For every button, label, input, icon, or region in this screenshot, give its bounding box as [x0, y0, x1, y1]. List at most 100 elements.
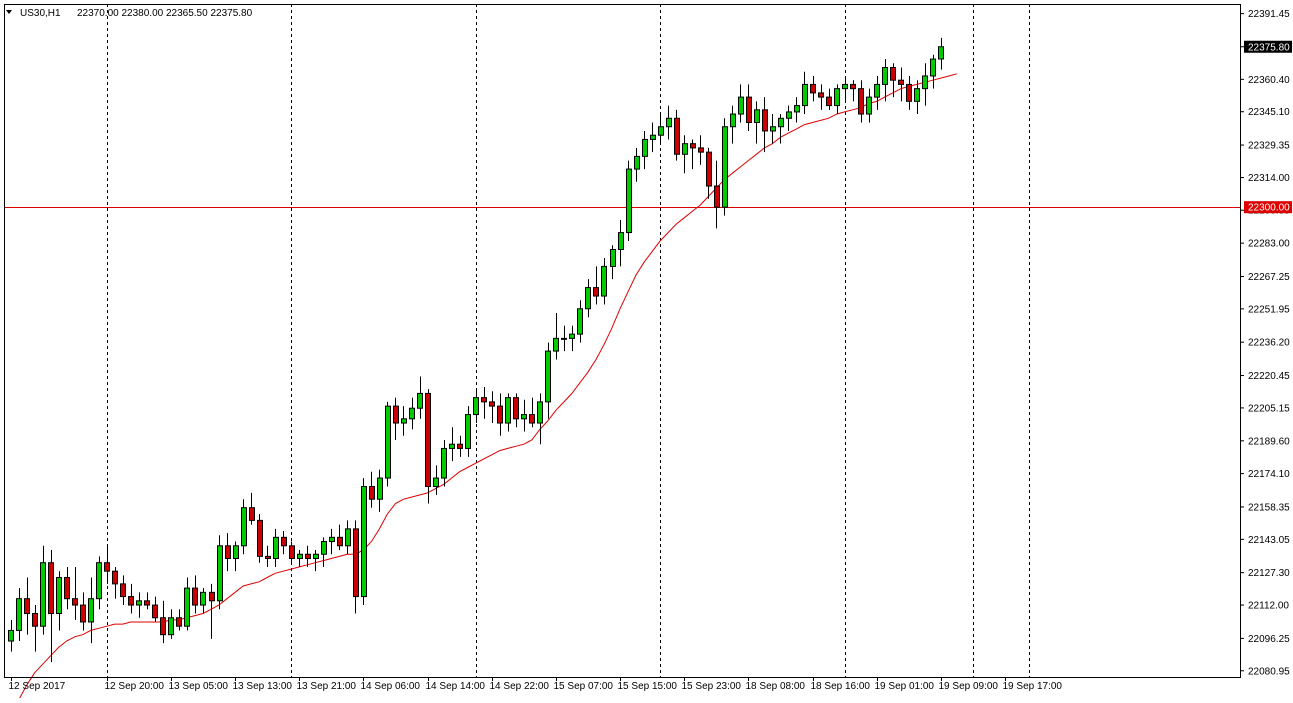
candle: [898, 67, 904, 102]
candle: [16, 588, 22, 642]
candle-body: [449, 443, 455, 449]
candle: [593, 266, 599, 305]
candle: [48, 550, 54, 663]
candle: [834, 84, 840, 115]
candle-body: [160, 617, 166, 636]
candle: [626, 160, 632, 242]
time-tick-label: 18 Sep 08:00: [746, 681, 806, 692]
candle-body: [249, 507, 255, 521]
candle-body: [914, 88, 920, 102]
candle-body: [666, 117, 672, 128]
candle: [561, 325, 567, 352]
candle-body: [545, 350, 551, 403]
candle-body: [714, 185, 720, 208]
candle: [585, 279, 591, 318]
candle: [914, 80, 920, 115]
time-tick-label: 14 Sep 06:00: [361, 681, 421, 692]
candle-body: [257, 519, 263, 557]
dropdown-triangle-icon[interactable]: [6, 10, 12, 14]
price-tick-label: 22127.30: [1248, 568, 1290, 579]
price-tick-label: 22283.00: [1248, 239, 1290, 250]
candle: [842, 75, 848, 102]
grid-layer: [107, 4, 1030, 677]
candle-body: [16, 598, 22, 631]
candle: [88, 577, 94, 644]
candle-body: [40, 562, 46, 627]
candle: [305, 545, 311, 567]
candle: [417, 376, 423, 419]
candle: [682, 135, 688, 174]
candle-body: [618, 232, 624, 250]
candle: [545, 342, 551, 419]
candle-body: [898, 79, 904, 85]
candle-body: [746, 96, 752, 124]
candle: [32, 605, 38, 652]
candle-body: [834, 88, 840, 107]
candle-body: [225, 545, 231, 559]
candle: [666, 105, 672, 140]
chart-header: US30,H1 22370.00 22380.00 22365.50 22375…: [6, 8, 253, 19]
candle: [698, 135, 704, 165]
candle-body: [417, 392, 423, 409]
candle-body: [537, 401, 543, 424]
candle: [265, 545, 271, 567]
candle: [457, 435, 463, 457]
price-tick-label: 22345.10: [1248, 107, 1290, 118]
candle-body: [401, 418, 407, 424]
candle: [144, 592, 150, 610]
candle: [56, 571, 62, 631]
candle-body: [794, 105, 800, 113]
candle-body: [425, 392, 431, 488]
candle-body: [56, 577, 62, 615]
candle: [168, 609, 174, 639]
candle-body: [144, 600, 150, 606]
candle-body: [265, 555, 271, 559]
candle: [217, 535, 223, 610]
candle: [658, 114, 664, 144]
candle-body: [136, 600, 142, 606]
candle-body: [650, 134, 656, 140]
candle: [730, 105, 736, 144]
candle: [345, 520, 351, 555]
candle: [770, 114, 776, 144]
price-axis[interactable]: 22391.45 22375.80 22360.40 22345.10 22329.35…: [1240, 9, 1292, 677]
candle-body: [321, 541, 327, 555]
frame-layer: [4, 4, 1241, 678]
price-tick-label: 22360.40: [1248, 75, 1290, 86]
candle: [714, 160, 720, 229]
candle-body: [682, 143, 688, 155]
candle: [930, 54, 936, 89]
time-tick-label: 13 Sep 05:00: [169, 681, 229, 692]
candle-body: [585, 287, 591, 310]
candle: [233, 541, 239, 572]
candle-body: [48, 562, 54, 615]
candle: [64, 566, 70, 610]
time-axis[interactable]: 12 Sep 2017 12 Sep 20:00 13 Sep 05:00 13 Se…: [9, 677, 1063, 692]
candle-body: [577, 308, 583, 335]
candle: [786, 105, 792, 131]
candle-body: [658, 126, 664, 136]
candle-body: [409, 407, 415, 420]
candle: [225, 533, 231, 572]
candle-body: [120, 583, 126, 598]
candle-body: [441, 447, 447, 479]
candle: [369, 471, 375, 508]
candle-body: [738, 96, 744, 115]
candle: [746, 84, 752, 131]
candle-body: [890, 66, 896, 81]
price-tick-label: 22220.45: [1248, 371, 1290, 382]
candle-body: [192, 587, 198, 606]
candle: [778, 114, 784, 144]
candle-body: [128, 596, 134, 606]
time-tick-label: 18 Sep 16:00: [811, 681, 871, 692]
candle-body: [882, 66, 888, 85]
candle: [241, 499, 247, 555]
candle-body: [473, 397, 479, 416]
candle: [938, 37, 944, 70]
candle: [906, 75, 912, 110]
candle-body: [858, 88, 864, 115]
candle-body: [690, 143, 696, 149]
candle: [497, 393, 503, 436]
